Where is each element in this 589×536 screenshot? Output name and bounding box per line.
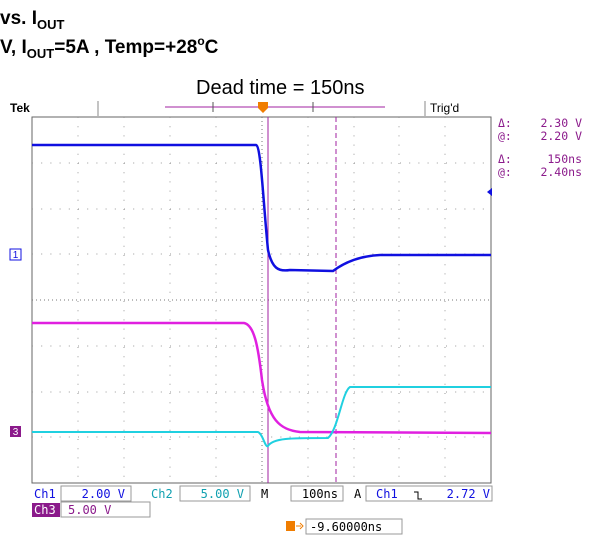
box <box>290 485 344 502</box>
time-label: M <box>261 487 268 501</box>
trigger-position: -9.60000ns <box>310 520 382 534</box>
ch3-scale: 5.00 V <box>68 503 111 517</box>
header-sub: OUT <box>37 17 65 32</box>
box <box>60 501 151 518</box>
box <box>179 485 251 502</box>
readout-value: 150ns <box>547 152 582 166</box>
status: Trig'd <box>430 101 459 115</box>
ch1-marker <box>9 248 22 261</box>
level-arrow <box>487 188 492 196</box>
time-scale: 100ns <box>302 487 338 501</box>
brand: Tek <box>10 101 30 115</box>
trigger-icon <box>286 521 295 531</box>
readout-label: @: <box>498 165 512 179</box>
readout-value: 2.20 V <box>540 129 582 143</box>
ch1-marker-label: 1 <box>13 250 19 261</box>
box <box>305 518 403 535</box>
readout-label: @: <box>498 129 512 143</box>
ch3-marker-label: 3 <box>13 427 19 438</box>
box <box>60 485 132 502</box>
header-sub: OUT <box>27 46 55 61</box>
ch2-label: Ch2 <box>151 487 173 501</box>
header-line2: V, IOUT=5A , Temp=+28oC <box>0 34 219 61</box>
trigger-label: A <box>354 487 362 501</box>
header-text: =5A , Temp=+28 <box>54 37 197 58</box>
trigger-icon <box>296 522 304 530</box>
trace-ch2 <box>32 386 491 448</box>
header-text: vs. I <box>0 8 37 29</box>
ch1-label: Ch1 <box>34 487 56 501</box>
header-sup: o <box>197 34 204 48</box>
ch1-scale: 2.00 V <box>82 487 125 501</box>
header-text: C <box>205 37 219 58</box>
ch2-scale: 5.00 V <box>201 487 244 501</box>
trigger-source: Ch1 <box>376 487 398 501</box>
annotation: Dead time = 150ns <box>196 77 364 99</box>
trigger-level: 2.72 V <box>447 487 490 501</box>
readout-value: 2.40ns <box>540 165 582 179</box>
ch3-marker <box>10 426 21 437</box>
slope-icon <box>414 491 422 500</box>
ch3-label-bg <box>32 503 60 517</box>
trace-ch3 <box>32 321 492 435</box>
ch3-label: Ch3 <box>34 503 56 517</box>
record-bracket <box>212 102 314 112</box>
header-text: V, I <box>0 37 27 58</box>
trace-ch1 <box>32 143 491 273</box>
settings-bar: Ch1 2.00 V Ch2 5.00 V M 100ns A Ch1 2.72… <box>32 485 493 535</box>
box <box>365 485 493 502</box>
readout-label: Δ: <box>498 152 512 166</box>
readout-value: 2.30 V <box>540 116 582 130</box>
readout-label: Δ: <box>498 116 512 130</box>
header-line1: vs. IOUT <box>0 8 64 32</box>
